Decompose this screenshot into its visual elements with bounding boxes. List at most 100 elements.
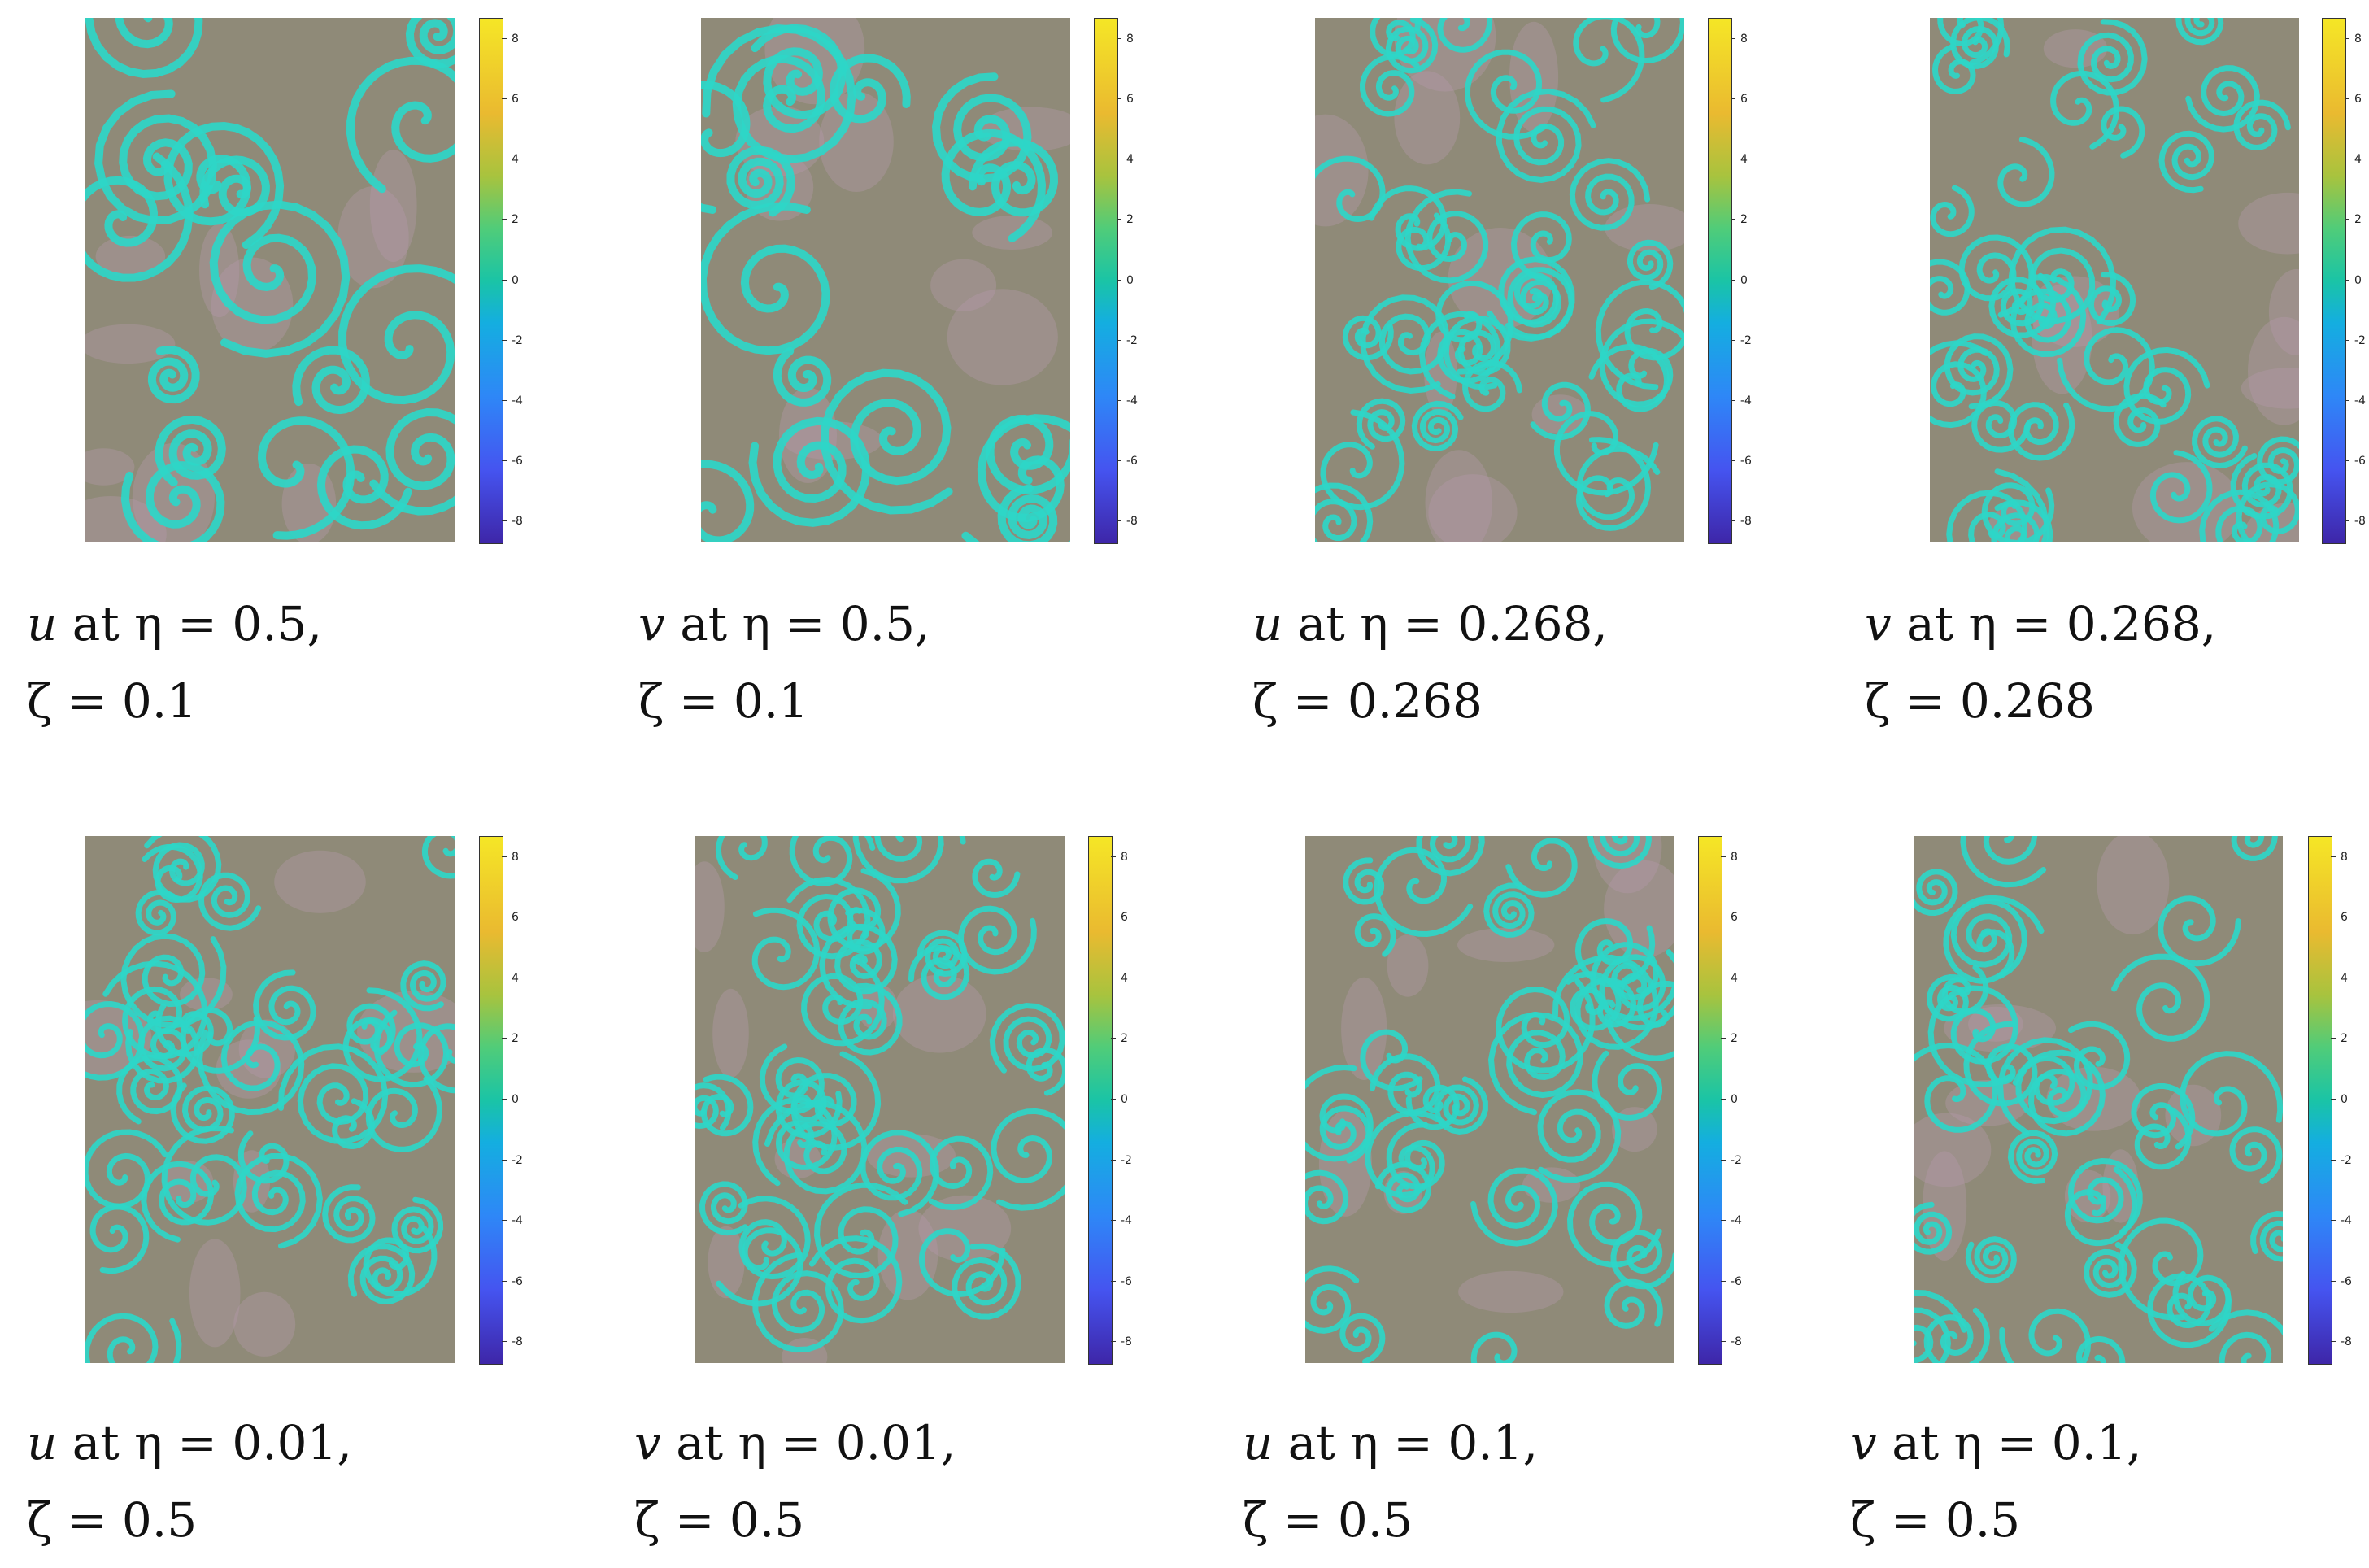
caption-zeta: ζ = 0.268 bbox=[1252, 673, 1483, 729]
map-stripe bbox=[2147, 1273, 2232, 1348]
map-stripe bbox=[1510, 211, 1572, 282]
pattern-svg bbox=[1315, 18, 1684, 542]
map-stripe bbox=[1965, 1236, 2017, 1283]
map-stripe bbox=[1930, 259, 1971, 316]
map-stripe bbox=[1434, 1076, 1488, 1135]
map-stripe bbox=[2064, 1166, 2138, 1247]
map-stripe bbox=[1320, 409, 1405, 511]
map-stripe bbox=[2067, 1021, 2131, 1091]
map-stripe bbox=[2149, 450, 2213, 524]
map-stripe bbox=[1343, 857, 1385, 905]
map-stripe bbox=[961, 414, 1070, 542]
map-stripe bbox=[1943, 895, 2045, 984]
map-stripe bbox=[209, 200, 351, 358]
map-background bbox=[85, 836, 455, 1363]
map-stripe bbox=[1411, 400, 1464, 451]
map-blotch bbox=[274, 850, 366, 913]
map-stripe bbox=[759, 1043, 825, 1115]
map-stripe bbox=[1374, 1161, 1432, 1213]
map-stripe bbox=[790, 1051, 882, 1151]
caption-eta: at η = 0.5, bbox=[57, 596, 323, 651]
map-stripe bbox=[1404, 189, 1489, 284]
colorbar-tick-label: 6 bbox=[2345, 92, 2362, 106]
map-stripe bbox=[292, 346, 370, 415]
map-blotch bbox=[1394, 71, 1461, 165]
map-stripe bbox=[908, 944, 970, 1000]
panel-caption: u at η = 0.1, ζ = 0.5 bbox=[1243, 1405, 1538, 1559]
map-stripe bbox=[2075, 1335, 2126, 1363]
map-stripe bbox=[952, 1243, 1021, 1320]
map-stripe bbox=[342, 987, 423, 1082]
map-stripe bbox=[170, 1082, 235, 1144]
map-stripe bbox=[827, 868, 901, 952]
map-blotch bbox=[1341, 977, 1387, 1080]
map-stripe bbox=[1370, 18, 1416, 58]
map-stripe bbox=[365, 1076, 442, 1152]
map-blotch bbox=[1425, 450, 1493, 542]
map-stripe bbox=[1595, 279, 1684, 390]
map-stripe bbox=[1305, 1064, 1374, 1162]
pattern-svg bbox=[85, 836, 455, 1363]
map-blotch bbox=[85, 324, 176, 364]
map-blotch bbox=[1457, 927, 1555, 962]
map-stripe bbox=[789, 836, 876, 886]
map-blotch bbox=[233, 1291, 296, 1357]
pattern-heatmap bbox=[1305, 836, 1674, 1363]
colorbar bbox=[2322, 18, 2346, 544]
map-stripe bbox=[738, 1196, 811, 1280]
caption-line-1: v at η = 0.1, bbox=[1850, 1405, 2141, 1482]
map-blotch bbox=[2102, 1149, 2139, 1223]
map-stripe bbox=[141, 1161, 215, 1243]
colorbar-tick-label: -8 bbox=[2331, 1335, 2352, 1349]
pattern-svg bbox=[1930, 18, 2299, 542]
colorbar-tick-label: 8 bbox=[1721, 850, 1738, 864]
map-blotch bbox=[1315, 114, 1369, 227]
map-stripe bbox=[1931, 44, 1976, 94]
map-stripe bbox=[2101, 106, 2145, 159]
pattern-heatmap bbox=[1315, 18, 1684, 542]
map-stripe bbox=[1565, 971, 1622, 1031]
map-stripe bbox=[1930, 185, 1975, 237]
map-stripe bbox=[332, 1098, 376, 1150]
caption-zeta: ζ = 0.5 bbox=[1850, 1492, 2021, 1548]
colorbar-tick-label: -2 bbox=[502, 333, 523, 347]
map-stripe bbox=[2118, 1217, 2204, 1321]
map-stripe bbox=[322, 1184, 376, 1244]
colorbar-tick-label: -6 bbox=[1721, 1274, 1742, 1288]
colorbar-tick-label: -2 bbox=[502, 1153, 523, 1167]
colorbar-tick-label: -8 bbox=[502, 1335, 523, 1349]
pattern-svg bbox=[85, 18, 455, 542]
map-stripe bbox=[1470, 1331, 1518, 1363]
map-stripe bbox=[1414, 18, 1493, 53]
map-blotch bbox=[95, 235, 166, 277]
colorbar-tick-label: 0 bbox=[502, 273, 519, 287]
caption-eta: at η = 0.268, bbox=[1282, 596, 1608, 651]
map-blotch bbox=[2238, 192, 2299, 255]
colorbar-tick-label: 2 bbox=[1117, 213, 1134, 227]
map-stripe bbox=[102, 960, 208, 1060]
colorbar-tick-label: -4 bbox=[1731, 394, 1752, 407]
map-stripe bbox=[120, 933, 227, 1029]
colorbar-tick-label: 8 bbox=[502, 850, 519, 864]
colorbar-tick-label: 6 bbox=[502, 911, 519, 925]
colorbar-tick-label: 2 bbox=[1721, 1032, 1738, 1046]
map-stripe bbox=[726, 146, 795, 217]
colorbar bbox=[1088, 836, 1113, 1365]
colorbar-tick-label: 4 bbox=[2345, 153, 2362, 167]
map-stripe bbox=[2008, 226, 2117, 325]
colorbar-tick-label: 6 bbox=[1731, 92, 1748, 106]
map-stripe bbox=[1359, 54, 1420, 117]
map-blotch bbox=[695, 861, 725, 952]
map-stripe bbox=[1443, 315, 1511, 390]
map-stripe bbox=[1553, 411, 1659, 496]
map-blotch bbox=[1923, 1151, 1967, 1261]
colorbar-tick-label: 0 bbox=[502, 1093, 519, 1106]
colorbar bbox=[1094, 18, 1118, 544]
map-stripe bbox=[820, 368, 953, 515]
colorbar-tick-label: -2 bbox=[2331, 1153, 2352, 1167]
map-stripe bbox=[2229, 1126, 2283, 1185]
caption-eta: at η = 0.268, bbox=[1891, 596, 2217, 651]
map-stripe bbox=[1937, 18, 2005, 66]
map-stripe bbox=[972, 858, 1021, 899]
map-stripe bbox=[1927, 985, 2019, 1087]
